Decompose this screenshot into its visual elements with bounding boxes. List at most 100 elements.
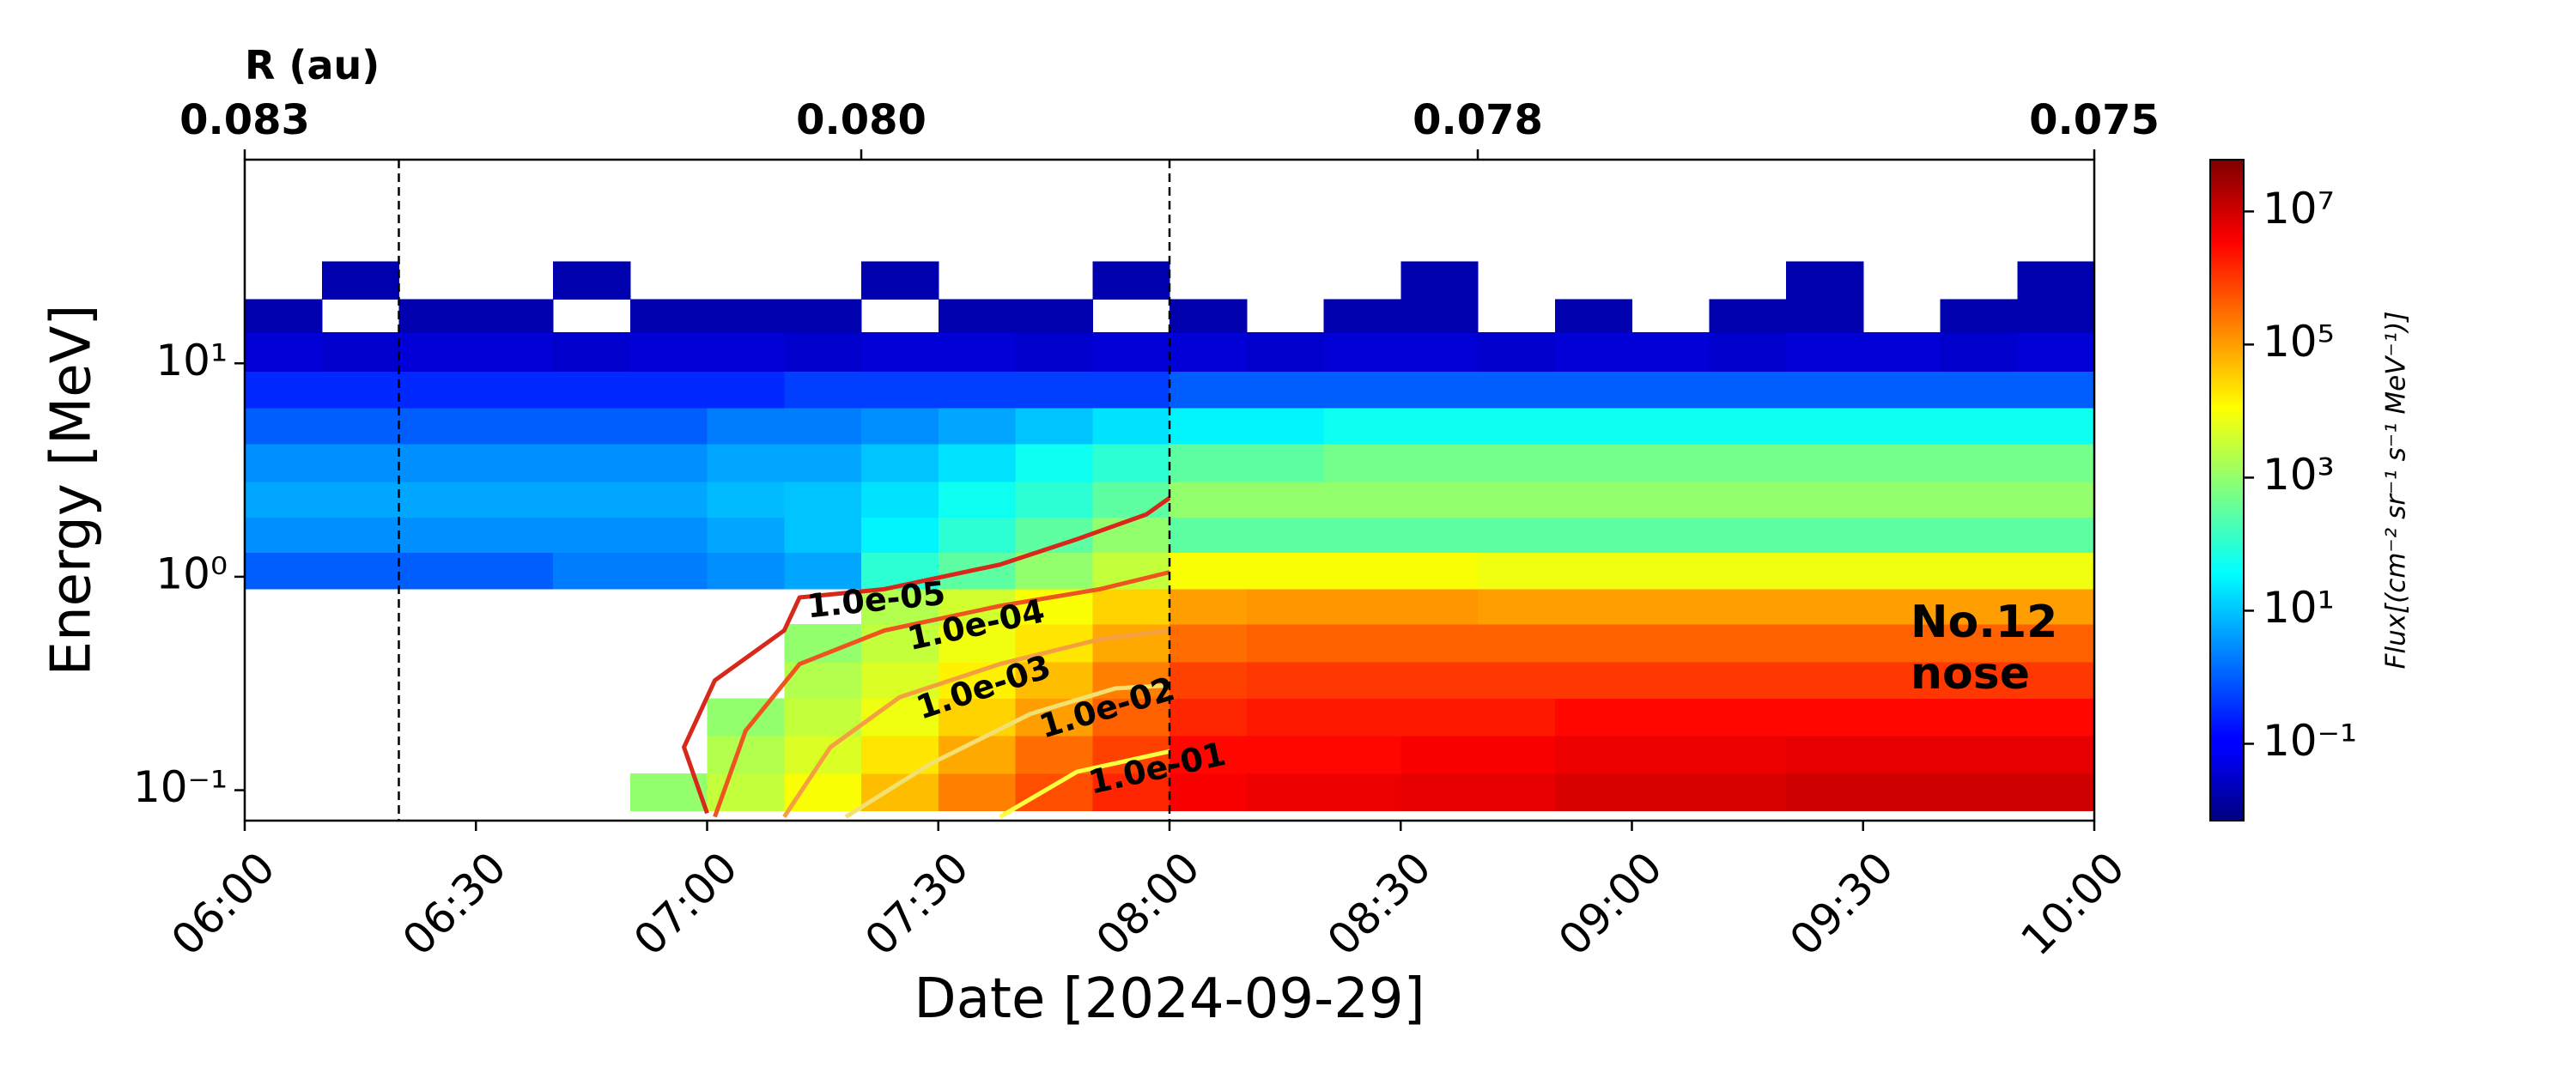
heatmap-cell [1940,552,2018,590]
heatmap-cell [707,517,785,554]
heatmap-cell [1786,588,1864,625]
heatmap-cell [1631,517,1710,554]
heatmap-cell [1246,552,1325,590]
heatmap-cell [1554,773,1633,812]
heatmap-cell [1400,624,1479,663]
heatmap-cell [629,443,708,482]
heatmap-cell [1092,443,1170,482]
heatmap-cell [553,407,631,445]
heatmap-cell [1015,736,1093,774]
heatmap-cell [1246,588,1325,625]
heatmap-cell [1862,736,1941,774]
heatmap-cell [1478,443,1556,482]
heatmap-cell [398,407,477,445]
heatmap-cell [1170,443,1248,482]
heatmap-cell [629,331,708,372]
heatmap-cell [245,481,323,518]
heatmap-cell [553,443,631,482]
heatmap-cell [1092,371,1170,409]
x2-tick-label: 0.078 [1413,96,1543,144]
heatmap-cell [321,552,400,590]
heatmap-cell [1554,517,1633,554]
heatmap-cell [784,443,862,482]
heatmap-cell [938,407,1017,445]
heatmap-cell [1400,331,1479,372]
heatmap-cell [1170,517,1248,554]
heatmap-cell [1170,299,1248,333]
heatmap-cell [784,517,862,554]
heatmap-cell [707,299,785,333]
heatmap-cell [861,481,939,518]
heatmap-cell [1786,736,1864,774]
annotation: No.12 [1911,597,2057,648]
heatmap-cell [1631,443,1710,482]
heatmap-cell [1400,698,1479,737]
heatmap-cell [476,371,554,409]
heatmap-cell [398,552,477,590]
heatmap-cell [1631,773,1710,812]
heatmap-cell [1786,443,1864,482]
x-tick-label: 09:30 [1780,842,1903,965]
x2-tick-label: 0.080 [796,96,927,144]
heatmap-cell [1709,698,1787,737]
heatmap-cell [1554,407,1633,445]
contour-line [844,682,1170,819]
heatmap-cell [321,481,400,518]
heatmap-cell [321,407,400,445]
heatmap-cell [398,331,477,372]
heatmap-cell [1478,736,1556,774]
heatmap-cell [2017,407,2094,445]
heatmap-cell [2017,552,2094,590]
heatmap-cell [1940,407,2018,445]
colorbar [2209,159,2245,821]
heatmap-cell [1015,407,1093,445]
heatmap-cell [2017,299,2094,333]
heatmap-cell [398,371,477,409]
heatmap-cell [1940,371,2018,409]
heatmap-cell [1709,371,1787,409]
heatmap-cell [938,299,1017,333]
heatmap-cell [1246,443,1325,482]
heatmap-cell [1631,407,1710,445]
heatmap-cell [1092,773,1170,812]
heatmap-cell [629,481,708,518]
heatmap-cell [1554,299,1633,333]
x-tick-label: 09:00 [1549,842,1672,965]
heatmap-cell [938,481,1017,518]
heatmap-cell [1323,661,1401,699]
heatmap-cell [1554,661,1633,699]
heatmap-cell [1940,773,2018,812]
x2-tick-label: 0.075 [2029,96,2160,144]
heatmap-cell [629,407,708,445]
heatmap-cell [1170,588,1248,625]
heatmap-cell [1709,331,1787,372]
heatmap-cell [1015,481,1093,518]
heatmap-cell [1631,552,1710,590]
heatmap-cell [1323,443,1401,482]
heatmap-cell [1478,661,1556,699]
heatmap-cell [1400,588,1479,625]
heatmap-cell [1170,371,1248,409]
heatmap-cell [861,624,939,663]
heatmap-cell [2017,331,2094,372]
heatmap-cell [1246,736,1325,774]
y-axis-label: Energy [MeV] [40,305,104,676]
heatmap-cell [1246,624,1325,663]
heatmap-cell [1323,773,1401,812]
heatmap-cell [1092,261,1170,300]
heatmap-cell [2017,736,2094,774]
heatmap-cell [321,443,400,482]
x-axis-label: Date [2024-09-29] [914,967,1425,1031]
heatmap-cell [629,517,708,554]
heatmap-cell [398,481,477,518]
contour-line [682,496,1171,815]
heatmap-cell [1478,552,1556,590]
heatmap-cell [1478,371,1556,409]
heatmap-cell [1170,481,1248,518]
colorbar-tick-label: 10⁻¹ [2263,716,2357,766]
heatmap-cell [553,371,631,409]
heatmap-cell [1862,371,1941,409]
heatmap-cell [1170,773,1248,812]
heatmap-cell [707,443,785,482]
